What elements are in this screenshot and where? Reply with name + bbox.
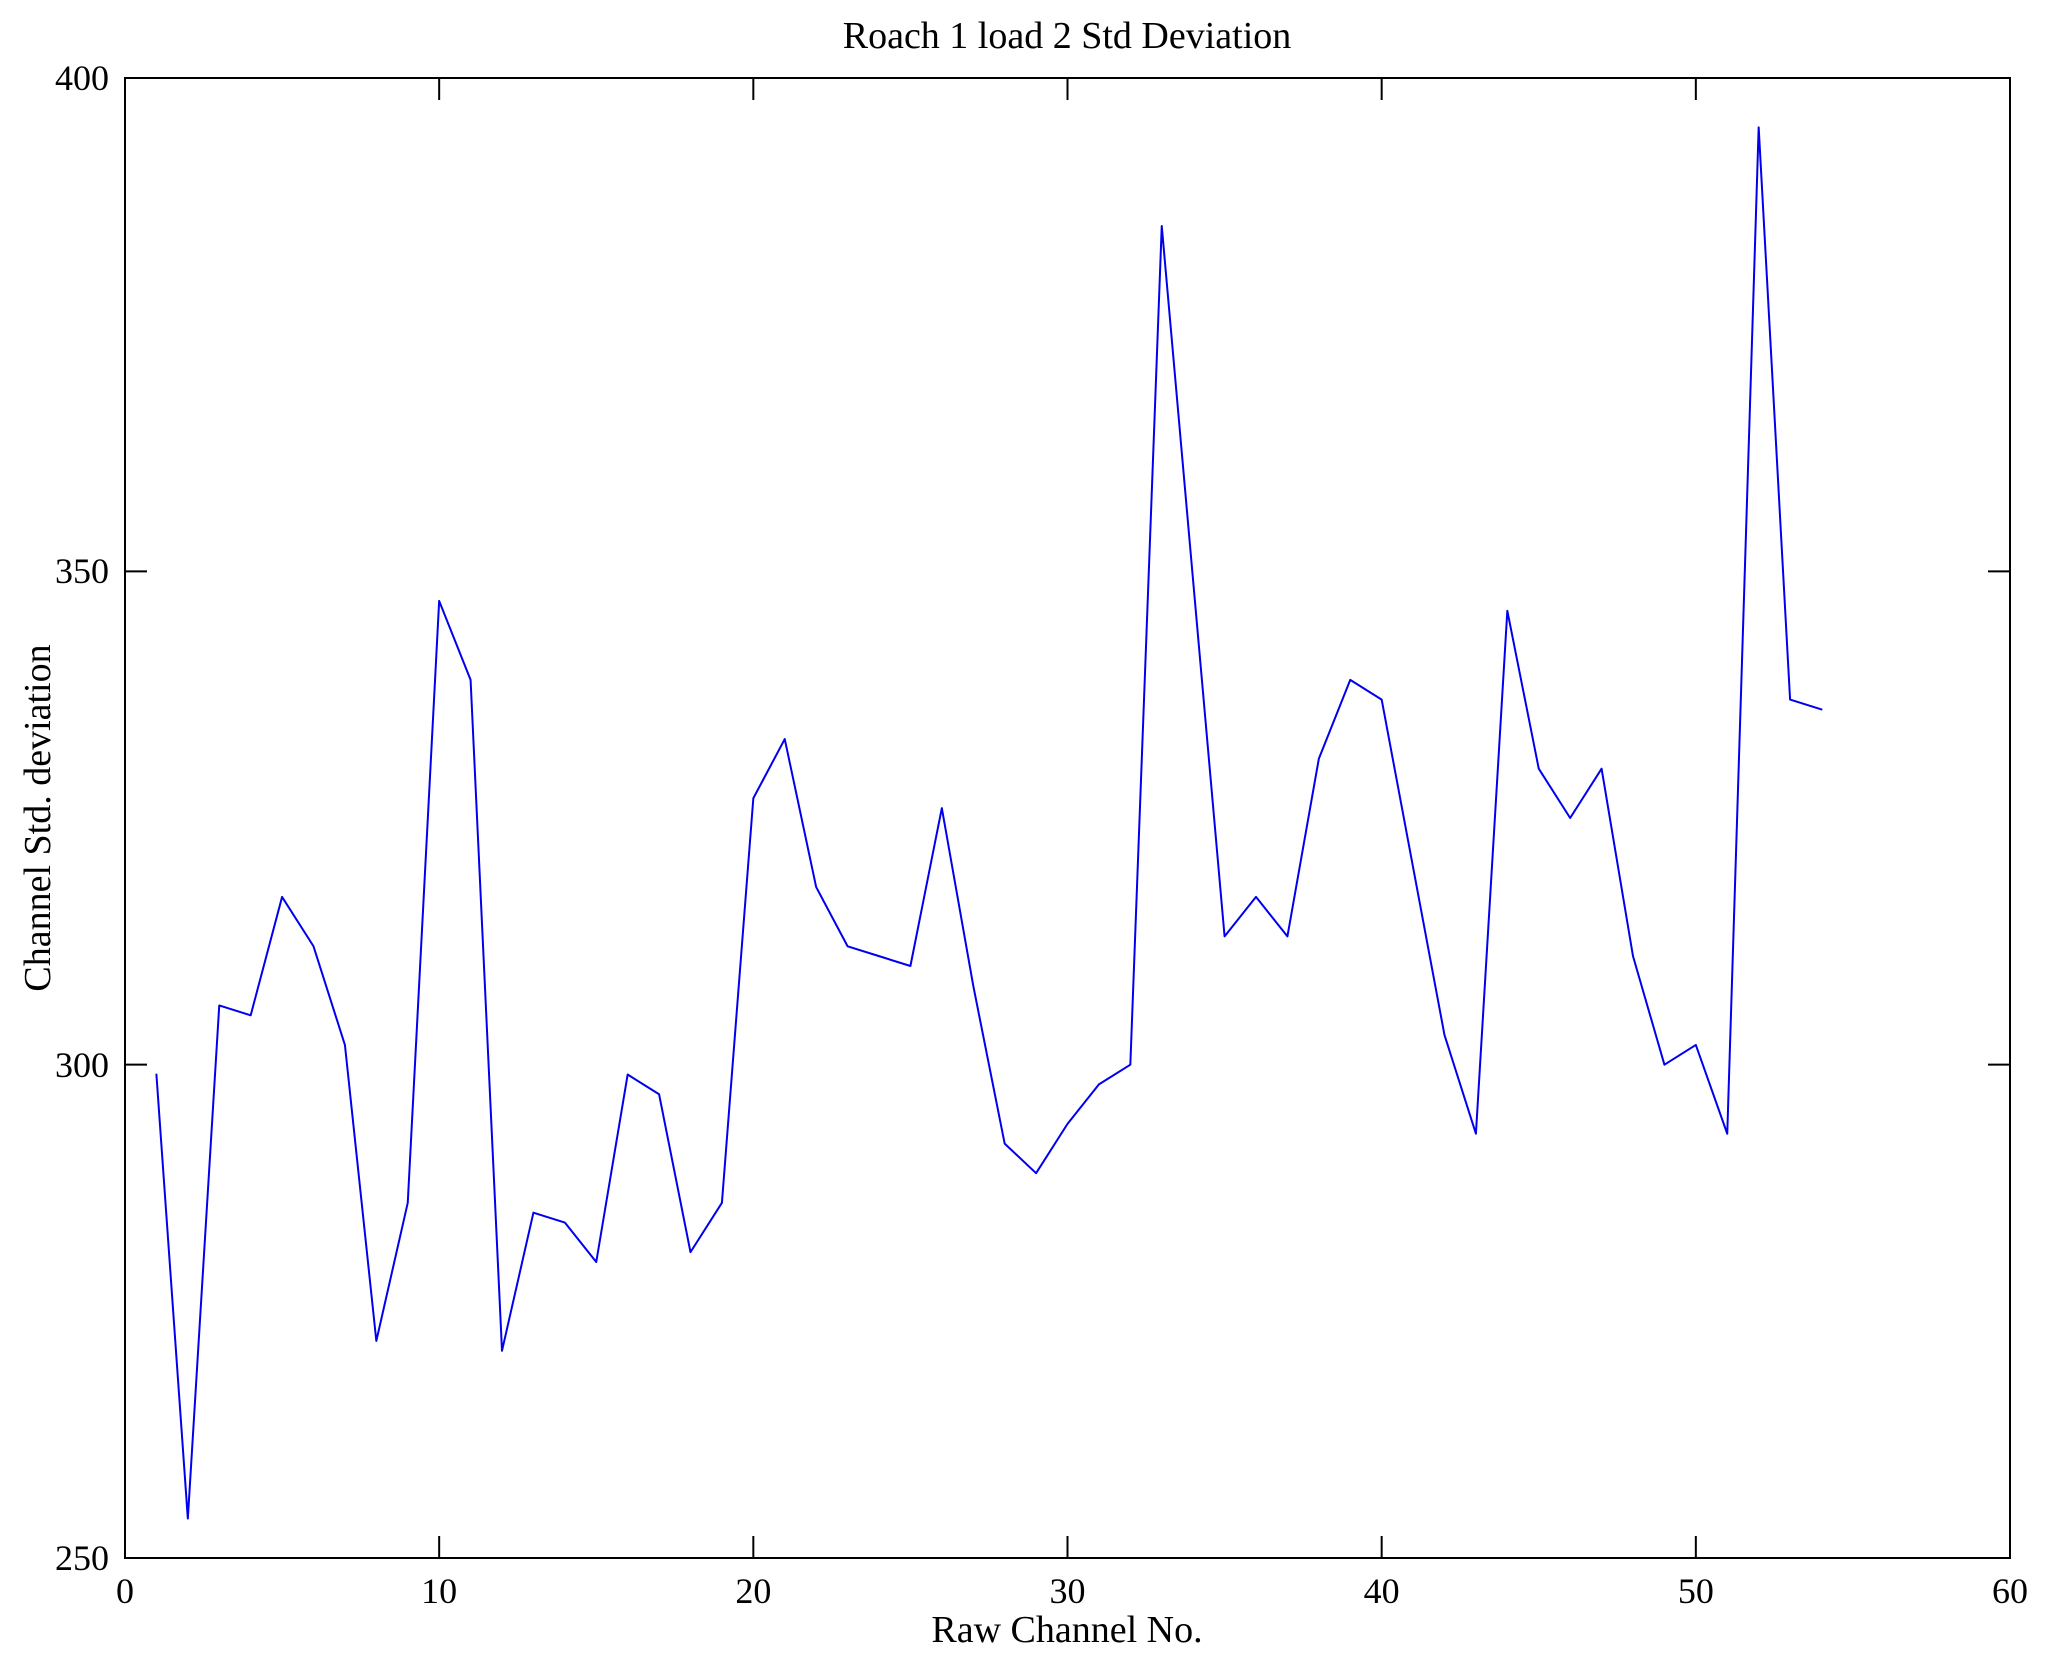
- y-tick-label: 250: [55, 1538, 109, 1578]
- x-tick-label: 20: [735, 1571, 772, 1611]
- x-tick-label: 50: [1677, 1571, 1714, 1611]
- chart-title: Roach 1 load 2 Std Deviation: [842, 15, 1292, 57]
- x-tick-label: 60: [1992, 1571, 2028, 1611]
- y-axis-label: Channel Std. deviation: [17, 644, 59, 992]
- data-line: [155, 126, 1823, 1520]
- x-tick-label: 40: [1363, 1571, 1400, 1611]
- axes-box: [124, 77, 2011, 1559]
- x-tick-label: 0: [116, 1571, 134, 1611]
- x-tick-label: 10: [421, 1571, 458, 1611]
- x-axis-label: Raw Channel No.: [931, 1609, 1203, 1651]
- y-tick-label: 400: [55, 58, 109, 98]
- y-tick-label: 300: [55, 1044, 109, 1085]
- y-tick-label: 350: [55, 551, 109, 592]
- x-tick-label: 30: [1049, 1571, 1086, 1611]
